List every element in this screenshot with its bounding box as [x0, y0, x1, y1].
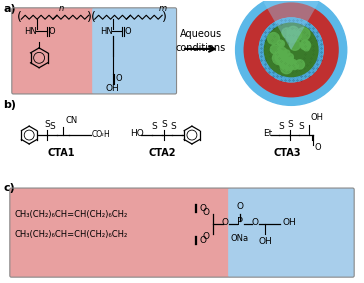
Text: S: S	[44, 120, 50, 129]
Circle shape	[281, 57, 294, 71]
Text: O: O	[252, 218, 259, 227]
Circle shape	[284, 50, 290, 56]
Text: ): )	[162, 11, 167, 24]
Text: HN: HN	[100, 27, 113, 36]
Circle shape	[288, 33, 295, 40]
Text: S: S	[278, 122, 284, 131]
Text: O: O	[202, 231, 209, 241]
Text: CH₃(CH₂)₆CH=CH(CH₂)₆CH₂: CH₃(CH₂)₆CH=CH(CH₂)₆CH₂	[14, 210, 127, 219]
Text: OH: OH	[310, 113, 323, 122]
Text: CTA1: CTA1	[47, 148, 75, 158]
FancyBboxPatch shape	[10, 188, 231, 277]
FancyBboxPatch shape	[92, 8, 177, 94]
Circle shape	[277, 40, 283, 46]
Text: O: O	[202, 208, 209, 217]
Circle shape	[273, 52, 285, 65]
Text: S: S	[151, 122, 157, 131]
Circle shape	[275, 51, 288, 63]
Text: HN: HN	[24, 27, 36, 36]
Text: OH: OH	[106, 84, 119, 93]
Circle shape	[279, 56, 291, 68]
Text: S: S	[49, 122, 55, 131]
Circle shape	[287, 26, 299, 38]
Circle shape	[260, 18, 323, 82]
Text: S: S	[170, 122, 176, 131]
Text: P: P	[237, 217, 242, 227]
Text: O: O	[200, 204, 207, 213]
Text: ₂: ₂	[100, 131, 103, 137]
Text: (: (	[91, 11, 96, 24]
Text: O: O	[221, 218, 228, 227]
Text: S: S	[287, 120, 293, 129]
Circle shape	[290, 40, 300, 50]
Text: CTA2: CTA2	[149, 148, 176, 158]
Text: H: H	[104, 130, 109, 139]
Circle shape	[304, 45, 309, 51]
FancyBboxPatch shape	[12, 8, 95, 94]
Circle shape	[291, 62, 298, 70]
Text: CO: CO	[92, 130, 103, 139]
Circle shape	[295, 60, 304, 69]
Circle shape	[264, 23, 318, 77]
Circle shape	[282, 28, 292, 38]
Circle shape	[286, 32, 297, 43]
Text: O: O	[124, 27, 131, 36]
Circle shape	[286, 53, 293, 60]
Text: n: n	[58, 4, 64, 13]
Circle shape	[270, 45, 279, 54]
Text: conditions: conditions	[176, 43, 226, 53]
Text: O: O	[236, 202, 243, 211]
Circle shape	[268, 33, 280, 44]
FancyBboxPatch shape	[228, 188, 354, 277]
Wedge shape	[264, 0, 319, 50]
Text: a): a)	[3, 4, 16, 14]
Text: ONa: ONa	[230, 234, 249, 243]
Text: O: O	[49, 27, 55, 36]
Circle shape	[280, 61, 293, 74]
Circle shape	[277, 40, 284, 47]
Text: O: O	[200, 235, 207, 245]
Circle shape	[302, 42, 307, 47]
Circle shape	[301, 41, 310, 50]
Text: CH₃(CH₂)₆CH=CH(CH₂)₆CH₂: CH₃(CH₂)₆CH=CH(CH₂)₆CH₂	[14, 230, 127, 239]
Circle shape	[277, 44, 281, 48]
Circle shape	[236, 0, 347, 105]
Text: OH: OH	[282, 218, 296, 227]
Circle shape	[289, 57, 293, 61]
Circle shape	[292, 29, 298, 36]
Circle shape	[297, 27, 310, 40]
Text: OH: OH	[258, 237, 272, 246]
Text: HO: HO	[130, 128, 144, 138]
Text: O: O	[115, 74, 122, 83]
Circle shape	[300, 40, 310, 50]
Text: Et: Et	[264, 128, 273, 138]
Text: c): c)	[3, 183, 15, 193]
Text: b): b)	[3, 100, 16, 110]
Wedge shape	[244, 2, 339, 97]
Text: S: S	[298, 122, 304, 131]
Text: O: O	[315, 143, 322, 152]
Text: CN: CN	[66, 116, 78, 125]
Circle shape	[278, 47, 287, 56]
Circle shape	[290, 30, 301, 42]
Text: m: m	[159, 4, 167, 13]
Text: (: (	[17, 11, 22, 24]
Text: S: S	[161, 120, 167, 129]
Text: Aqueous: Aqueous	[180, 29, 222, 39]
Circle shape	[276, 49, 282, 55]
Circle shape	[291, 60, 297, 65]
Text: CTA3: CTA3	[273, 148, 301, 158]
Text: ): )	[87, 11, 92, 24]
